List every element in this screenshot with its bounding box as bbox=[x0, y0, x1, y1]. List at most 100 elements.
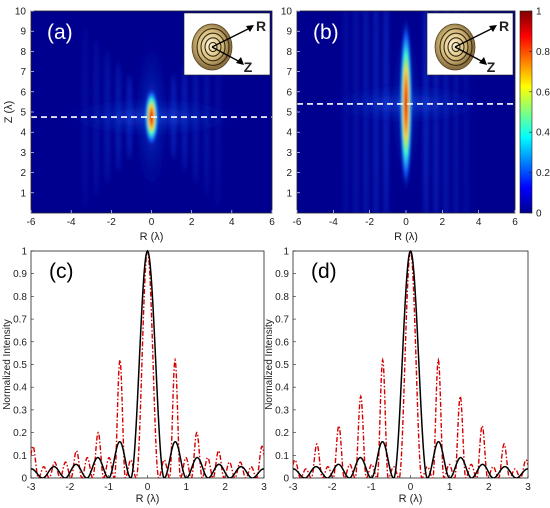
x-tick-label: 2 bbox=[189, 217, 195, 228]
r-arrow bbox=[211, 26, 253, 48]
colorbar-tick-label: 1 bbox=[536, 7, 542, 18]
colorbar-gradient bbox=[519, 10, 533, 214]
x-tick-label: 0 bbox=[145, 482, 151, 493]
x-tick-label: -2 bbox=[365, 217, 374, 228]
line-panel-d: -3 -2 -1 0 1 2 3 0 0.1 0.2 0.3 0.4 0.5 0.6 0.7 0.8 0.9 1 R… bbox=[264, 247, 531, 506]
inset-lens-concentric-ring-lens-icon: RZ bbox=[183, 12, 271, 76]
y-tick-label: 8 bbox=[20, 47, 26, 58]
side-lobe bbox=[373, 11, 379, 213]
y-tick-label: 0.1 bbox=[275, 451, 289, 462]
x-tick-label: 2 bbox=[440, 217, 446, 228]
y-tick-label: 0.7 bbox=[13, 315, 27, 326]
series-solid-black bbox=[31, 250, 264, 478]
y-tick-label: 1 bbox=[283, 247, 289, 258]
inset-label-z: Z bbox=[244, 59, 253, 75]
x-tick-label: -2 bbox=[328, 482, 337, 493]
colorbar-tick-label: 0.4 bbox=[536, 128, 550, 139]
y-tick-label: 0.2 bbox=[275, 428, 289, 439]
y-tick-label: 3 bbox=[20, 148, 26, 159]
y-tick-label: 6 bbox=[20, 87, 26, 98]
y-tick-label: 10 bbox=[15, 7, 27, 18]
r-arrowhead bbox=[489, 25, 497, 32]
series-solid-black bbox=[293, 250, 528, 478]
inset-label-r: R bbox=[499, 18, 509, 34]
x-tick-label: 2 bbox=[486, 482, 492, 493]
colorbar-tick-label: 0.8 bbox=[536, 47, 550, 58]
lens-ring bbox=[204, 37, 222, 57]
x-tick-label: -1 bbox=[104, 482, 113, 493]
y-tick-label: 0.1 bbox=[13, 451, 27, 462]
y-tick-label: 0.5 bbox=[275, 360, 289, 371]
panel-label: (c) bbox=[49, 260, 74, 283]
inset-label-z: Z bbox=[487, 59, 496, 75]
y-tick-label: 2 bbox=[20, 168, 26, 179]
inset-label-r: R bbox=[256, 18, 266, 34]
z-arrowhead bbox=[236, 57, 244, 65]
y-tick-label: 0.5 bbox=[13, 360, 27, 371]
y-tick-label: 0.9 bbox=[275, 269, 289, 280]
x-tick-label: 1 bbox=[184, 482, 190, 493]
y-tick-label: 1 bbox=[286, 188, 292, 199]
plot-frame bbox=[30, 250, 265, 479]
lens-ring bbox=[451, 41, 461, 53]
x-axis-label: R (λ) bbox=[140, 231, 164, 243]
y-tick-label: 6 bbox=[286, 87, 292, 98]
x-tick-label: 1 bbox=[447, 482, 453, 493]
y-tick-label: 0.4 bbox=[275, 383, 289, 394]
y-tick-label: 0.9 bbox=[13, 269, 27, 280]
y-axis-label: Normalized Intensity bbox=[2, 319, 13, 410]
y-tick-label: 5 bbox=[20, 108, 26, 119]
lens-ring bbox=[447, 37, 465, 57]
y-axis-label: Z (λ) bbox=[3, 101, 15, 124]
x-axis-label: R (λ) bbox=[136, 493, 160, 505]
r-arrowhead bbox=[246, 25, 254, 32]
y-tick-label: 9 bbox=[286, 27, 292, 38]
y-tick-label: 8 bbox=[286, 47, 292, 58]
y-tick-label: 0.6 bbox=[13, 337, 27, 348]
colorbar-tick-label: 0 bbox=[536, 209, 542, 220]
lens-ring bbox=[196, 28, 230, 66]
z-arrowhead bbox=[479, 57, 487, 65]
x-tick-label: -6 bbox=[293, 217, 302, 228]
x-tick-label: 0 bbox=[403, 217, 409, 228]
r-arrow bbox=[454, 26, 496, 48]
x-tick-label: 0 bbox=[408, 482, 414, 493]
y-tick-label: 0 bbox=[283, 474, 289, 485]
x-tick-label: 3 bbox=[525, 482, 531, 493]
y-tick-label: 5 bbox=[286, 108, 292, 119]
y-tick-label: 7 bbox=[286, 67, 292, 78]
colorbar-tick-label: 0.6 bbox=[536, 87, 550, 98]
y-tick-label: 0.8 bbox=[13, 292, 27, 303]
x-axis-label: R (λ) bbox=[399, 493, 423, 505]
y-tick-label: 0.3 bbox=[275, 405, 289, 416]
x-axis-label: R (λ) bbox=[394, 231, 418, 243]
x-tick-label: 6 bbox=[269, 217, 275, 228]
z-arrow bbox=[454, 46, 486, 64]
y-tick-label: 9 bbox=[20, 27, 26, 38]
x-tick-label: -6 bbox=[27, 217, 36, 228]
y-tick-label: 0.8 bbox=[275, 292, 289, 303]
x-tick-label: -1 bbox=[367, 482, 376, 493]
lens-ring bbox=[443, 32, 469, 62]
y-tick-label: 7 bbox=[20, 67, 26, 78]
colorbar-tick-label: 0.2 bbox=[536, 168, 550, 179]
panel-label: (b) bbox=[313, 21, 339, 44]
y-tick-label: 10 bbox=[281, 7, 293, 18]
y-tick-label: 0.6 bbox=[275, 337, 289, 348]
x-tick-label: -2 bbox=[65, 482, 74, 493]
z-arrow bbox=[211, 46, 243, 64]
x-tick-label: 3 bbox=[261, 482, 267, 493]
y-tick-label: 0.4 bbox=[13, 383, 27, 394]
lens-ring bbox=[208, 41, 218, 53]
x-tick-label: 2 bbox=[222, 482, 228, 493]
focal-spot bbox=[399, 13, 413, 195]
y-tick-label: 0.3 bbox=[13, 405, 27, 416]
x-tick-label: 4 bbox=[229, 217, 235, 228]
line-panel-c: -3 -2 -1 0 1 2 3 0 0.1 0.2 0.3 0.4 0.5 0.6 0.7 0.8 0.9 1 R… bbox=[2, 247, 267, 506]
y-tick-label: 1 bbox=[20, 188, 26, 199]
x-tick-label: 0 bbox=[149, 217, 155, 228]
y-tick-label: 1 bbox=[21, 247, 27, 258]
x-tick-label: -4 bbox=[329, 217, 338, 228]
